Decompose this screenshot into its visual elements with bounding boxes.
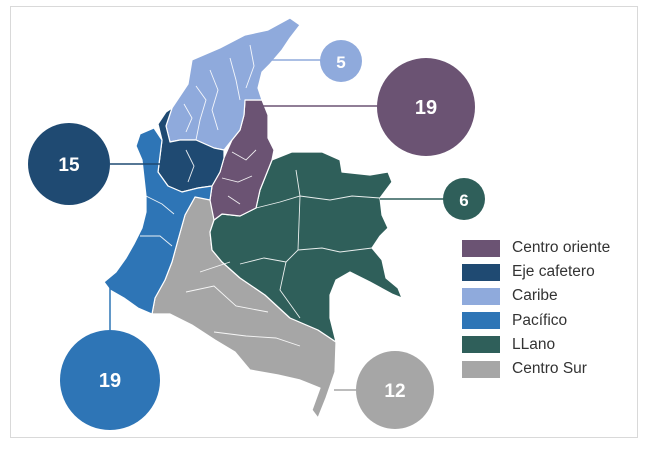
map-legend: Centro oriente Eje cafetero Caribe Pacíf…	[462, 236, 610, 381]
legend-swatch	[462, 239, 500, 257]
bubble-eje-cafetero: 15	[28, 123, 110, 205]
legend-swatch	[462, 263, 500, 281]
legend-label: Centro Sur	[512, 360, 587, 378]
bubble-caribe: 5	[320, 40, 362, 82]
bubble-centro-sur-value: 12	[384, 381, 405, 402]
bubble-pacifico: 19	[60, 330, 160, 430]
legend-item-caribe: Caribe	[462, 284, 610, 308]
bubble-centro-sur: 12	[356, 351, 434, 429]
legend-label: Centro oriente	[512, 239, 611, 257]
bubble-pacifico-value: 19	[99, 370, 121, 392]
bubble-eje-cafetero-value: 15	[58, 155, 80, 176]
bubble-pacifico-circle	[60, 330, 160, 430]
bubble-caribe-circle	[320, 40, 362, 82]
legend-swatch	[462, 360, 500, 378]
legend-label: Eje cafetero	[512, 263, 595, 281]
bubble-llano-circle	[443, 178, 485, 220]
bubble-centro-sur-circle	[356, 351, 434, 429]
legend-label: Caribe	[512, 287, 558, 305]
bubble-llano-value: 6	[459, 191, 468, 210]
legend-label: Pacífico	[512, 311, 568, 329]
bubble-llano: 6	[443, 178, 485, 220]
legend-item-eje-cafetero: Eje cafetero	[462, 260, 610, 284]
legend-item-pacifico: Pacífico	[462, 309, 610, 333]
legend-item-llano: LLano	[462, 333, 610, 357]
callout-lines	[109, 59, 444, 391]
bubble-centro-oriente-circle	[377, 58, 475, 156]
legend-swatch	[462, 312, 500, 330]
legend-item-centro-sur: Centro Sur	[462, 357, 610, 381]
legend-swatch	[462, 336, 500, 354]
bubble-centro-oriente-value: 19	[415, 97, 437, 119]
legend-label: LLano	[512, 335, 556, 353]
bubble-eje-cafetero-circle	[28, 123, 110, 205]
region-pacifico	[103, 127, 213, 315]
department-borders	[140, 44, 381, 347]
map-regions	[103, 17, 403, 419]
bubble-centro-oriente: 19	[377, 58, 475, 156]
region-caribe	[165, 17, 301, 151]
legend-swatch	[462, 287, 500, 305]
legend-item-centro-oriente: Centro oriente	[462, 236, 610, 260]
bubble-caribe-value: 5	[336, 53, 345, 72]
